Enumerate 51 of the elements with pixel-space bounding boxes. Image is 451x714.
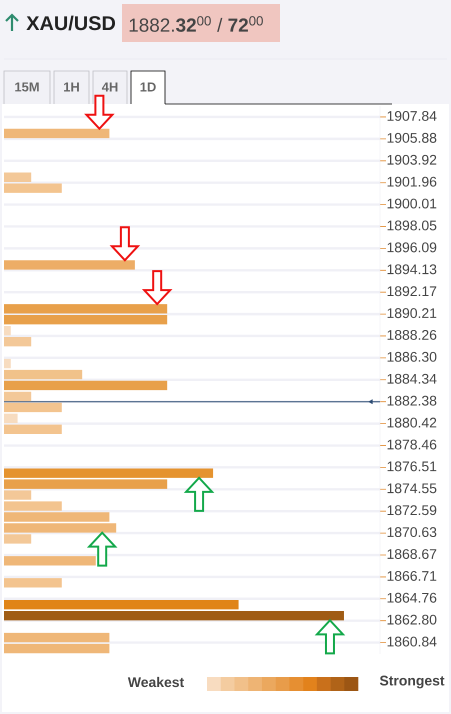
y-tick-label: 1903.92: [388, 154, 436, 165]
bar: [4, 523, 116, 533]
y-tick-label: 1890.21: [388, 308, 436, 318]
bar: [4, 336, 32, 346]
y-tick-label: 1882.38: [388, 396, 436, 406]
y-tick-label: 1864.76: [388, 592, 436, 603]
bar: [4, 260, 135, 270]
chart-title: XAU/USD: [26, 16, 116, 30]
y-tick-label: 1894.13: [388, 264, 436, 274]
y-tick-label: 1888.26: [388, 330, 436, 340]
bar: [4, 424, 62, 434]
text: Strongest: [380, 676, 444, 688]
y-tick-label: 1896.09: [388, 242, 436, 252]
y-tick-label: 1860.84: [388, 636, 437, 647]
text: 1H: [64, 82, 79, 92]
bar: [4, 479, 168, 489]
bar: [4, 556, 96, 566]
bar: [4, 380, 168, 390]
bar: [4, 326, 11, 336]
bar: [4, 600, 239, 610]
bar: [4, 610, 344, 620]
y-tick-label: 1878.46: [388, 440, 436, 450]
y-tick-label: 1868.67: [388, 549, 436, 559]
y-tick-label: 1900.01: [388, 198, 436, 208]
text: Weakest: [128, 676, 184, 688]
y-tick-label: 1866.71: [388, 571, 436, 581]
y-tick-label: 1862.80: [388, 614, 436, 625]
y-tick-label: 1901.96: [388, 176, 436, 187]
bar: [4, 358, 11, 368]
y-tick-label: 1898.05: [388, 220, 436, 230]
y-tick-label: 1870.63: [388, 527, 436, 538]
y-tick-label: 1874.55: [388, 483, 436, 494]
bar: [4, 370, 82, 380]
y-tick-label: 1907.84: [388, 111, 437, 121]
text: 4H: [102, 82, 118, 92]
bar: [4, 534, 32, 544]
chart-subtitle: 1882.32$^{00}$ / 72$^{00}$: [130, 16, 263, 32]
y-tick-label: 1886.30: [388, 352, 436, 362]
y-tick-label: 1880.42: [388, 418, 436, 428]
y-tick-label: 1876.51: [388, 461, 436, 472]
y-tick-label: 1872.59: [388, 505, 436, 516]
text: 15M: [15, 82, 39, 92]
y-tick-label: 1892.17: [388, 286, 436, 296]
y-tick-label: 1884.34: [388, 374, 437, 384]
bar: [4, 578, 62, 588]
text: 1D: [140, 82, 156, 92]
bar: [4, 512, 110, 522]
bar: [4, 128, 110, 138]
y-tick-label: 1905.88: [388, 132, 436, 143]
bar: [4, 414, 18, 424]
bar: [4, 468, 214, 478]
